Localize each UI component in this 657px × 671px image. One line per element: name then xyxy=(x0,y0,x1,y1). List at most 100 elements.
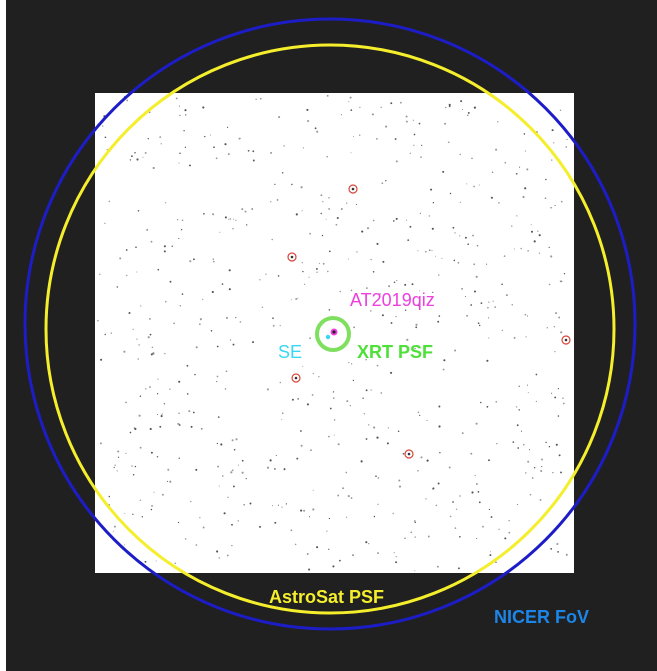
star-dot xyxy=(275,454,277,457)
star-dot xyxy=(179,152,181,155)
star-dot xyxy=(177,219,179,221)
star-dot xyxy=(99,273,101,276)
star-dot xyxy=(379,293,381,295)
star-dot xyxy=(352,379,355,382)
star-dot xyxy=(427,535,430,538)
star-dot xyxy=(300,509,303,512)
star-dot xyxy=(397,430,400,433)
star-dot xyxy=(513,248,515,250)
star-dot xyxy=(400,101,402,104)
star-dot xyxy=(129,431,132,434)
star-dot xyxy=(443,359,446,362)
star-dot xyxy=(438,274,440,276)
star-dot xyxy=(495,148,498,151)
star-dot xyxy=(321,234,324,237)
star-dot xyxy=(461,108,464,111)
star-dot xyxy=(402,452,405,455)
star-dot xyxy=(486,405,489,408)
star-dot xyxy=(395,555,397,558)
star-dot xyxy=(478,184,480,186)
star-dot xyxy=(346,400,349,403)
star-dot xyxy=(181,219,184,222)
star-dot xyxy=(396,279,398,282)
star-dot xyxy=(516,215,518,217)
star-dot xyxy=(471,491,474,494)
star-dot xyxy=(392,512,394,515)
star-dot xyxy=(190,425,193,428)
astrosat-psf-label: AstroSat PSF xyxy=(269,587,385,607)
star-dot xyxy=(125,452,127,455)
star-dot xyxy=(546,327,549,329)
star-dot xyxy=(235,438,238,441)
star-dot xyxy=(390,322,393,324)
star-dot xyxy=(473,185,475,188)
star-dot xyxy=(349,96,352,99)
star-dot xyxy=(428,215,431,217)
star-dot xyxy=(202,526,205,529)
star-dot xyxy=(151,346,154,349)
star-dot xyxy=(310,449,312,452)
field-stars xyxy=(97,94,571,572)
star-dot xyxy=(448,103,451,106)
star-dot xyxy=(231,469,234,472)
star-dot xyxy=(308,568,311,571)
star-dot xyxy=(271,238,273,241)
star-dot xyxy=(136,271,138,273)
star-dot xyxy=(195,346,198,349)
star-dot xyxy=(325,218,327,220)
star-dot xyxy=(356,251,358,253)
star-dot xyxy=(381,314,384,317)
star-dot xyxy=(216,375,219,378)
star-dot xyxy=(233,448,236,451)
star-dot xyxy=(329,407,332,410)
star-dot xyxy=(318,262,320,265)
star-dot xyxy=(232,227,234,230)
star-dot xyxy=(188,410,191,413)
star-dot xyxy=(559,109,562,112)
star-dot xyxy=(545,178,547,181)
star-dot xyxy=(346,202,348,204)
star-dot xyxy=(438,405,441,408)
star-dot xyxy=(283,145,285,147)
star-dot xyxy=(215,157,218,160)
star-dot xyxy=(482,525,484,528)
star-dot xyxy=(150,508,153,511)
star-dot xyxy=(480,302,483,304)
star-dot xyxy=(437,320,440,323)
star-dot xyxy=(291,398,294,401)
star-dot xyxy=(380,106,382,109)
star-dot xyxy=(332,565,335,568)
star-dot xyxy=(466,114,469,117)
star-dot xyxy=(556,542,559,546)
star-dot xyxy=(224,143,227,146)
star-dot xyxy=(150,240,153,243)
star-dot xyxy=(278,116,281,119)
star-dot xyxy=(179,114,181,117)
star-dot xyxy=(349,405,351,407)
star-dot xyxy=(544,197,547,200)
star-dot xyxy=(539,498,542,501)
star-dot xyxy=(452,501,454,503)
star-dot xyxy=(508,520,510,522)
star-dot xyxy=(372,219,375,222)
star-dot xyxy=(348,361,350,364)
star-dot xyxy=(448,105,451,108)
star-dot xyxy=(142,156,144,158)
star-dot xyxy=(123,350,126,353)
star-dot xyxy=(281,506,283,508)
star-dot xyxy=(375,475,377,477)
star-dot xyxy=(387,427,389,429)
star-dot xyxy=(274,468,276,470)
star-dot xyxy=(557,415,560,417)
star-dot xyxy=(124,513,126,515)
star-dot xyxy=(265,273,267,275)
star-dot xyxy=(473,106,476,109)
star-dot xyxy=(377,477,380,479)
star-dot xyxy=(174,562,177,565)
star-dot xyxy=(495,401,497,403)
star-dot xyxy=(156,393,159,395)
star-dot xyxy=(211,290,214,294)
star-dot xyxy=(189,260,192,263)
star-dot xyxy=(152,166,155,170)
star-dot xyxy=(554,350,556,353)
